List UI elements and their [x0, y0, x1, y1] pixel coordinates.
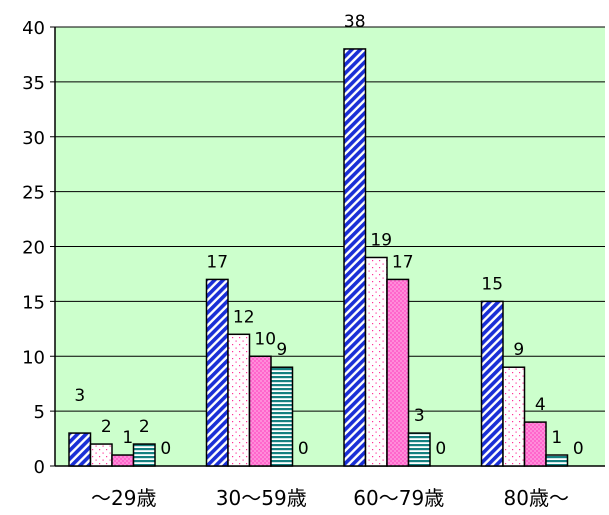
data-label: 0 [160, 439, 171, 459]
data-label: 0 [573, 439, 584, 459]
x-category-label: 80歳～ [504, 486, 569, 510]
x-category-label: 30～59歳 [216, 486, 307, 510]
bar-series-2 [89, 443, 113, 467]
bar-series-3 [523, 421, 547, 467]
y-tick-label: 35 [22, 73, 45, 94]
data-label: 2 [101, 417, 112, 437]
y-tick-label: 30 [22, 128, 45, 149]
data-label: 3 [74, 386, 85, 406]
bar-series-3 [111, 454, 135, 467]
y-tick-label: 20 [22, 238, 45, 259]
x-category-label: 60～79歳 [353, 486, 444, 510]
x-category-label: ～29歳 [91, 486, 156, 510]
y-tick-label: 10 [22, 347, 45, 368]
data-label: 17 [206, 252, 228, 272]
data-label: 4 [535, 395, 546, 415]
y-tick-label: 25 [22, 183, 45, 204]
data-label: 3 [414, 406, 425, 426]
data-label: 9 [513, 340, 524, 360]
bar-series-3 [386, 278, 410, 467]
data-label: 15 [481, 274, 503, 294]
bar-series-2 [502, 366, 526, 467]
data-label: 19 [370, 230, 392, 250]
data-label: 17 [392, 252, 414, 272]
data-label: 0 [435, 439, 446, 459]
bars [68, 48, 569, 467]
bar-series-4 [545, 454, 569, 467]
data-label: 9 [276, 340, 287, 360]
bar-series-4 [407, 432, 431, 467]
data-label: 2 [139, 417, 150, 437]
bar-series-4 [132, 443, 156, 467]
bar-series-1 [205, 278, 229, 467]
bar-series-1 [68, 432, 92, 467]
y-tick-label: 15 [22, 292, 45, 313]
bar-series-2 [364, 256, 388, 467]
bar-series-1 [480, 300, 504, 467]
data-label: 0 [298, 439, 309, 459]
data-label: 12 [233, 307, 255, 327]
bar-series-4 [270, 366, 294, 467]
bar-series-2 [227, 333, 251, 467]
gridlines [55, 26, 605, 412]
data-label: 1 [551, 428, 562, 448]
y-tick-label: 5 [34, 402, 45, 423]
bar-series-1 [343, 48, 367, 467]
data-label: 38 [344, 12, 366, 32]
data-label: 1 [122, 428, 133, 448]
bar-series-3 [248, 355, 272, 467]
y-tick-label: 40 [22, 18, 45, 39]
y-tick-label: 0 [34, 457, 45, 478]
data-label: 10 [254, 329, 276, 349]
